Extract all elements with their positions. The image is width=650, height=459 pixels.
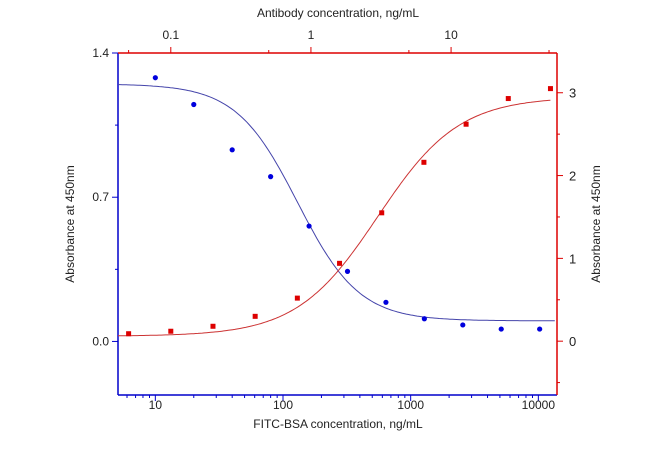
y2-tick-label: 0 bbox=[569, 334, 576, 349]
data-point bbox=[168, 328, 174, 334]
y-tick-label: 0.0 bbox=[92, 334, 109, 348]
fit-curve bbox=[118, 84, 555, 322]
data-point bbox=[421, 159, 427, 165]
data-point bbox=[306, 223, 312, 229]
data-point bbox=[229, 147, 235, 153]
y2-tick-label: 1 bbox=[569, 251, 576, 266]
data-point bbox=[421, 316, 427, 322]
data-point bbox=[344, 268, 351, 274]
y-tick-label: 1.4 bbox=[92, 46, 109, 60]
data-point bbox=[460, 322, 466, 328]
x-tick-label: 10 bbox=[149, 398, 163, 412]
data-point bbox=[505, 96, 511, 102]
y2-tick-label: 3 bbox=[569, 86, 576, 101]
data-point bbox=[191, 101, 197, 108]
data-point bbox=[126, 331, 132, 337]
x-axis-label: FITC-BSA concentration, ng/mL bbox=[253, 417, 423, 431]
x-tick-label: 1000 bbox=[397, 398, 424, 412]
x-tick-label: 10000 bbox=[522, 398, 556, 412]
data-point bbox=[294, 295, 300, 301]
x2-tick-label: 1 bbox=[308, 28, 315, 42]
data-point bbox=[547, 86, 553, 92]
data-point bbox=[337, 260, 343, 266]
x-tick-label: 100 bbox=[273, 398, 293, 412]
x2-tick-label: 0.1 bbox=[162, 28, 179, 42]
data-point bbox=[152, 75, 158, 81]
x2-tick-label: 10 bbox=[444, 28, 458, 42]
x2-axis-label: Antibody concentration, ng/mL bbox=[257, 6, 419, 20]
y-axis-label: Absorbance at 450nm bbox=[63, 165, 77, 282]
data-point bbox=[498, 326, 504, 332]
data-point bbox=[383, 299, 389, 305]
y-tick-label: 0.7 bbox=[92, 190, 109, 204]
y2-tick-label: 2 bbox=[569, 169, 576, 184]
data-point bbox=[210, 323, 216, 329]
data-point bbox=[463, 121, 469, 127]
data-point bbox=[252, 313, 258, 319]
data-point bbox=[537, 326, 543, 332]
data-point bbox=[379, 210, 385, 216]
y2-axis-label: Absorbance at 450nm bbox=[589, 165, 603, 282]
fit-curve bbox=[118, 99, 551, 337]
data-point bbox=[268, 174, 274, 180]
